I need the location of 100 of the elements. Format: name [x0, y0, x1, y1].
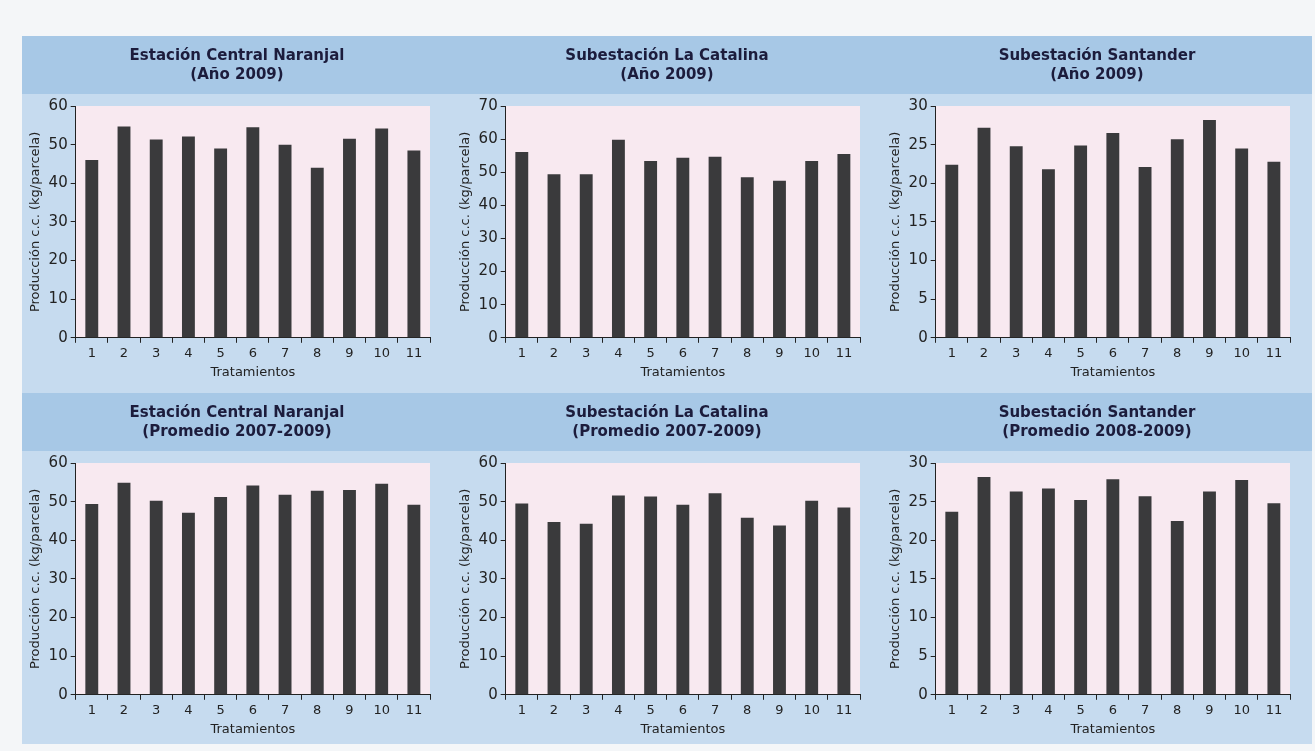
y-tick-label: 50 — [48, 134, 68, 153]
x-axis-title: Tratamientos — [209, 363, 296, 379]
bar — [977, 476, 991, 695]
bar — [773, 180, 786, 338]
x-tick-label: 9 — [345, 701, 354, 717]
x-tick-label: 6 — [1108, 344, 1117, 360]
y-tick-label: 0 — [488, 327, 498, 346]
bar — [676, 157, 690, 338]
x-tick-label: 5 — [1076, 701, 1085, 717]
y-axis-title: Producción c.c. (kg/parcela) — [457, 131, 473, 313]
bar — [343, 490, 356, 695]
chart-title: Subestación La Catalina (Año 2009) — [452, 36, 882, 94]
bar — [343, 138, 356, 338]
bar — [149, 500, 163, 695]
bar — [945, 511, 959, 695]
y-tick-label: 15 — [908, 568, 928, 587]
x-tick-label: 2 — [549, 701, 559, 717]
y-tick-label: 10 — [908, 607, 928, 626]
chart-title: Estación Central Naranjal (Promedio 2007-2009) — [22, 393, 452, 451]
bar — [805, 160, 819, 338]
x-tick-label: 4 — [1044, 344, 1053, 360]
x-tick-label: 6 — [248, 344, 257, 360]
x-tick-label: 6 — [1108, 701, 1117, 717]
x-tick-label: 1 — [87, 344, 96, 360]
bar — [310, 490, 324, 695]
bar — [1235, 148, 1249, 338]
x-tick-label: 8 — [1173, 344, 1182, 360]
bar — [515, 152, 529, 338]
y-tick-label: 15 — [908, 211, 928, 230]
y-tick-label: 30 — [48, 568, 68, 587]
bar — [579, 523, 593, 695]
x-tick-label: 2 — [119, 701, 129, 717]
x-tick-label: 3 — [582, 344, 591, 360]
x-tick-label: 10 — [803, 701, 820, 717]
x-tick-label: 1 — [947, 344, 956, 360]
y-tick-label: 10 — [478, 294, 498, 313]
bar — [214, 148, 228, 338]
x-tick-label: 5 — [646, 701, 655, 717]
bar — [837, 154, 851, 338]
x-tick-label: 2 — [119, 344, 129, 360]
bar — [579, 174, 593, 338]
y-tick-label: 40 — [48, 173, 68, 192]
y-tick-label: 20 — [48, 607, 68, 626]
x-tick-label: 4 — [614, 701, 623, 717]
x-tick-label: 1 — [947, 701, 956, 717]
x-tick-label: 3 — [1012, 701, 1021, 717]
bar — [375, 483, 389, 695]
x-axis-title: Tratamientos — [639, 720, 726, 736]
x-tick-label: 4 — [184, 701, 193, 717]
y-tick-label: 30 — [908, 95, 928, 114]
bar — [708, 156, 722, 338]
bar — [1009, 491, 1023, 695]
x-tick-label: 6 — [248, 701, 257, 717]
bar — [407, 504, 421, 695]
bar — [1074, 500, 1088, 695]
bar — [611, 139, 625, 338]
x-tick-label: 2 — [979, 344, 989, 360]
y-tick-label: 50 — [478, 162, 498, 181]
bar — [246, 485, 260, 695]
chart-title: Subestación Santander (Promedio 2008-2009) — [882, 393, 1312, 451]
x-tick-label: 8 — [313, 344, 322, 360]
x-tick-label: 7 — [280, 344, 290, 360]
x-tick-label: 10 — [803, 344, 820, 360]
bar — [708, 493, 722, 695]
bar — [117, 482, 131, 695]
x-tick-label: 3 — [1012, 344, 1021, 360]
x-tick-label: 1 — [87, 701, 96, 717]
y-tick-label: 70 — [478, 95, 498, 114]
x-tick-label: 9 — [775, 344, 784, 360]
bar — [611, 495, 625, 695]
y-tick-label: 0 — [58, 327, 68, 346]
bar — [644, 160, 658, 338]
y-tick-label: 30 — [908, 452, 928, 471]
bar — [1170, 139, 1184, 338]
bar — [676, 504, 690, 695]
y-tick-label: 20 — [478, 261, 498, 280]
y-tick-label: 10 — [478, 646, 498, 665]
x-tick-label: 11 — [835, 701, 853, 717]
y-tick-label: 20 — [478, 607, 498, 626]
bar — [85, 503, 99, 695]
y-tick-label: 0 — [488, 684, 498, 703]
y-tick-label: 50 — [478, 491, 498, 510]
bar — [805, 500, 819, 695]
bar — [278, 144, 292, 338]
bar — [407, 150, 421, 338]
x-tick-label: 11 — [835, 344, 853, 360]
y-tick-label: 10 — [48, 289, 68, 308]
x-tick-label: 10 — [1233, 701, 1250, 717]
y-tick-label: 60 — [48, 95, 68, 114]
y-tick-label: 40 — [478, 530, 498, 549]
x-tick-label: 11 — [1265, 344, 1283, 360]
y-tick-label: 30 — [478, 228, 498, 247]
x-tick-label: 2 — [549, 344, 559, 360]
y-axis-title: Producción c.c. (kg/parcela) — [887, 488, 903, 670]
y-tick-label: 10 — [908, 250, 928, 269]
bar — [1106, 479, 1120, 695]
y-tick-label: 30 — [48, 211, 68, 230]
bar — [1203, 491, 1216, 695]
bar — [515, 503, 529, 695]
y-tick-label: 60 — [48, 452, 68, 471]
